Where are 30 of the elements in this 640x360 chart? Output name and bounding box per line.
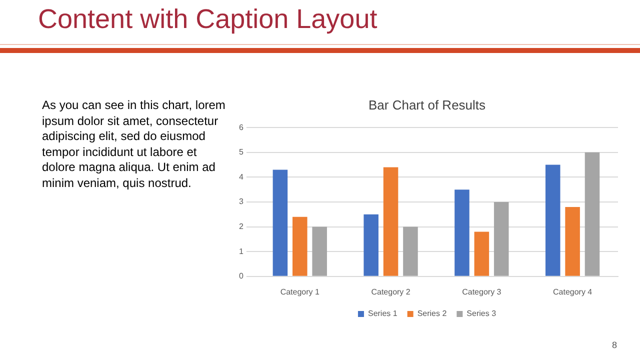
legend-label: Series 3 [466,309,497,318]
text: As you can see in this chart, lorem ipsum dolor sit amet, consectetur adipiscing elit, sed do eiusmod tempor incididunt ut labore et dolore magna aliqua. Ut enim ad minim veniam, quis nostrud. [42,98,226,191]
bar [364,214,378,276]
bar [403,226,418,276]
chart-title: Bar Chart of Results [368,97,486,112]
legend-label: Series 1 [368,309,398,318]
bar [545,164,560,276]
x-tick-label: Category 2 [371,287,411,296]
bar [454,190,470,276]
x-tick-label: Category 3 [462,287,502,296]
y-tick-label: 4 [238,172,244,182]
x-tick-label: Category 1 [280,287,320,296]
y-tick-label: 6 [238,122,244,132]
bar [474,232,490,276]
bar [272,170,288,276]
bar [565,206,580,276]
bar [292,216,308,276]
bar [312,226,327,276]
text: 8 [612,340,618,350]
text: Content with Caption Layout [38,4,378,35]
y-tick-label: 5 [238,148,244,157]
y-tick-label: 1 [238,246,244,256]
bar [383,167,398,276]
bar [584,152,600,276]
x-tick-label: Category 4 [552,287,593,296]
y-tick-label: 2 [238,222,244,232]
legend-label: Series 2 [417,309,448,318]
y-tick-label: 0 [238,272,244,281]
bar [494,202,509,276]
y-tick-label: 3 [238,197,244,206]
